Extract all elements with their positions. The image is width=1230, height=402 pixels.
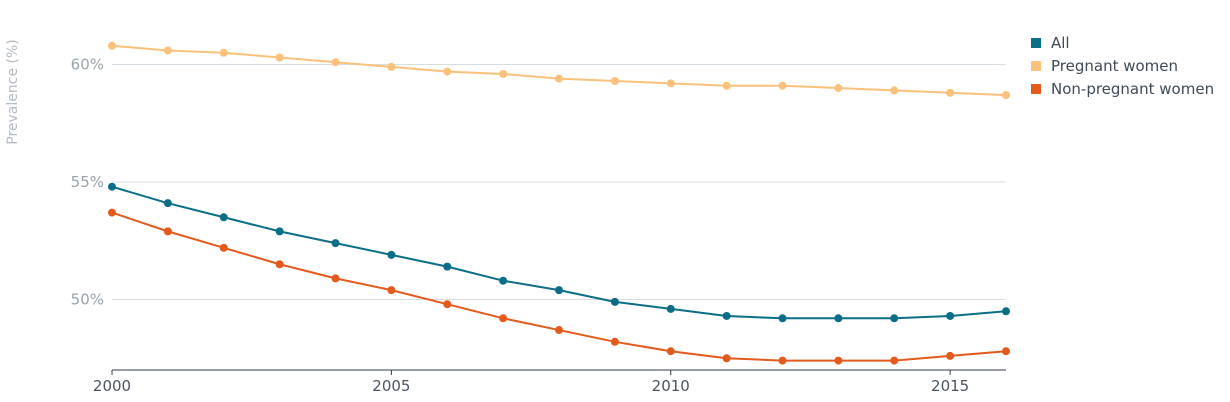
legend-item-all[interactable]: All <box>1031 34 1070 52</box>
data-point-non-pregnant-women[interactable] <box>610 337 619 346</box>
series-pregnant-women <box>108 41 1010 100</box>
x-tick-label: 2005 <box>372 377 410 395</box>
data-point-pregnant-women[interactable] <box>722 81 731 90</box>
data-point-pregnant-women[interactable] <box>331 58 340 67</box>
legend-swatch <box>1031 84 1041 94</box>
data-point-non-pregnant-women[interactable] <box>890 356 899 365</box>
legend-item-pregnant-women[interactable]: Pregnant women <box>1031 57 1178 75</box>
data-point-all[interactable] <box>443 262 452 271</box>
data-point-pregnant-women[interactable] <box>387 62 396 71</box>
data-point-non-pregnant-women[interactable] <box>331 274 340 283</box>
data-point-pregnant-women[interactable] <box>834 84 843 93</box>
data-point-all[interactable] <box>610 297 619 306</box>
data-point-all[interactable] <box>778 314 787 323</box>
data-point-non-pregnant-women[interactable] <box>387 286 396 295</box>
data-point-non-pregnant-women[interactable] <box>275 260 284 269</box>
data-point-non-pregnant-women[interactable] <box>778 356 787 365</box>
data-point-non-pregnant-women[interactable] <box>555 326 563 335</box>
data-point-all[interactable] <box>387 250 396 259</box>
x-tick-label: 2000 <box>93 377 131 395</box>
y-tick-label: 50% <box>71 291 104 309</box>
data-point-all[interactable] <box>666 304 675 313</box>
data-point-non-pregnant-women[interactable] <box>219 243 228 252</box>
data-point-all[interactable] <box>499 276 508 285</box>
series-line-pregnant-women <box>111 44 1007 97</box>
legend-item-non-pregnant-women[interactable]: Non-pregnant women <box>1031 80 1214 98</box>
data-point-pregnant-women[interactable] <box>666 79 675 88</box>
data-point-non-pregnant-women[interactable] <box>666 347 675 356</box>
data-point-all[interactable] <box>275 227 284 236</box>
data-point-all[interactable] <box>946 311 955 320</box>
legend-swatch <box>1031 38 1041 48</box>
data-point-pregnant-women[interactable] <box>108 41 116 50</box>
data-point-all[interactable] <box>163 199 172 208</box>
legend-label: All <box>1051 34 1070 52</box>
axes: Prevalence (%) 50% 55% 60% 2000 2005 2010 2015 <box>5 39 1006 395</box>
data-point-pregnant-women[interactable] <box>499 69 508 78</box>
data-point-pregnant-women[interactable] <box>275 53 284 62</box>
gridlines <box>112 64 1006 301</box>
data-point-all[interactable] <box>890 314 899 323</box>
data-point-non-pregnant-women[interactable] <box>1002 347 1010 356</box>
y-tick-label: 60% <box>71 56 104 74</box>
series-non-pregnant-women <box>108 208 1010 365</box>
data-point-non-pregnant-women[interactable] <box>443 300 452 309</box>
data-point-pregnant-women[interactable] <box>1002 91 1010 100</box>
data-point-pregnant-women[interactable] <box>946 88 955 97</box>
legend-label: Pregnant women <box>1051 57 1178 75</box>
data-point-pregnant-women[interactable] <box>778 81 787 90</box>
series-lines <box>108 41 1010 365</box>
data-point-all[interactable] <box>834 314 843 323</box>
data-point-all[interactable] <box>219 213 228 222</box>
data-point-non-pregnant-women[interactable] <box>722 354 731 363</box>
legend-label: Non-pregnant women <box>1051 80 1214 98</box>
y-axis-title: Prevalence (%) <box>5 39 21 145</box>
data-point-pregnant-women[interactable] <box>163 46 172 55</box>
data-point-all[interactable] <box>722 311 731 320</box>
data-point-pregnant-women[interactable] <box>890 86 899 95</box>
data-point-pregnant-women[interactable] <box>219 48 228 57</box>
data-point-all[interactable] <box>108 182 116 191</box>
data-point-pregnant-women[interactable] <box>610 76 619 85</box>
legend: All Pregnant women Non-pregnant women <box>1031 34 1214 98</box>
data-point-non-pregnant-women[interactable] <box>163 227 172 236</box>
y-tick-label: 55% <box>71 173 104 191</box>
data-point-non-pregnant-women[interactable] <box>834 356 843 365</box>
legend-swatch <box>1031 61 1041 71</box>
data-point-all[interactable] <box>1002 307 1010 316</box>
data-point-non-pregnant-women[interactable] <box>108 208 116 217</box>
data-point-non-pregnant-women[interactable] <box>499 314 508 323</box>
x-tick-label: 2010 <box>652 377 690 395</box>
data-point-non-pregnant-women[interactable] <box>946 351 955 360</box>
data-point-all[interactable] <box>331 239 340 248</box>
data-point-pregnant-women[interactable] <box>443 67 452 76</box>
series-all <box>108 182 1010 323</box>
data-point-all[interactable] <box>555 286 563 295</box>
x-tick-label: 2015 <box>931 377 969 395</box>
series-line-all <box>111 185 1007 320</box>
data-point-pregnant-women[interactable] <box>555 74 563 83</box>
